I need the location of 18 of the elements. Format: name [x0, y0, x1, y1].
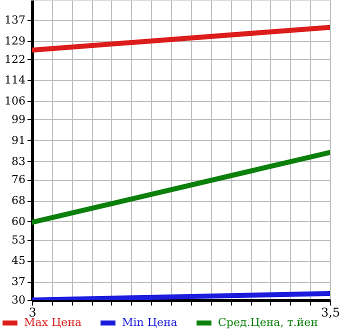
y-tick-label: 106: [4, 94, 26, 108]
y-tick-label: 60: [12, 214, 26, 228]
y-tick-label: 68: [12, 194, 26, 208]
x-tick-label: 3,5: [320, 306, 340, 320]
y-tick-label: 129: [4, 34, 26, 48]
y-tick-label: 91: [12, 134, 26, 147]
y-tick-label: 83: [12, 154, 26, 168]
y-tick-label: 30: [12, 294, 26, 306]
y-tick-label: 37: [12, 275, 26, 288]
y-tick-label: 122: [4, 52, 26, 66]
y-tick-label: 45: [12, 254, 26, 268]
y-tick-label: 137: [4, 14, 26, 26]
y-tick-label: 99: [12, 112, 26, 126]
legend-label: Min Цена: [122, 316, 178, 329]
y-tick-label: 76: [12, 173, 26, 186]
y-tick-label: 114: [4, 74, 26, 87]
legend-label: Сред.Цена, т.йен: [218, 316, 318, 329]
y-tick-label: 53: [12, 233, 26, 246]
